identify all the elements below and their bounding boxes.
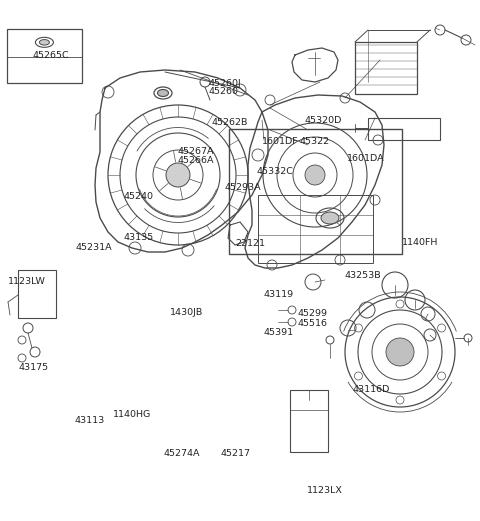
Text: 45332C: 45332C (257, 167, 294, 177)
Text: 45274A: 45274A (163, 449, 200, 458)
Text: 43113: 43113 (74, 416, 105, 426)
Text: 1123LW: 1123LW (8, 277, 46, 286)
Text: 45391: 45391 (263, 328, 293, 337)
Text: 45299: 45299 (298, 309, 327, 318)
Bar (290, 390, 328, 452)
Text: 45260: 45260 (208, 86, 238, 96)
Bar (229, 129, 402, 254)
Text: 45516: 45516 (298, 318, 327, 328)
Text: 45322: 45322 (300, 137, 330, 146)
Circle shape (305, 165, 325, 185)
Text: 45293A: 45293A (225, 183, 261, 192)
Ellipse shape (39, 40, 49, 45)
Text: 1601DF: 1601DF (262, 137, 298, 146)
Text: 43135: 43135 (124, 232, 154, 242)
Text: 43119: 43119 (263, 290, 293, 299)
Text: 1140HG: 1140HG (113, 410, 151, 419)
Text: 1123LX: 1123LX (307, 486, 343, 495)
Text: 43116D: 43116D (353, 385, 390, 394)
Text: 45267A: 45267A (178, 147, 214, 156)
Bar (258, 195, 373, 263)
Ellipse shape (157, 90, 168, 96)
Text: 45320D: 45320D (305, 116, 342, 126)
Text: 1430JB: 1430JB (170, 308, 204, 317)
Ellipse shape (321, 212, 339, 224)
Text: 45260J: 45260J (208, 79, 241, 88)
Text: 45240: 45240 (124, 192, 154, 202)
Bar (18, 270, 56, 318)
Bar (368, 118, 440, 140)
Text: 45266A: 45266A (178, 156, 214, 165)
Text: 1601DA: 1601DA (347, 154, 384, 164)
Bar (7, 29, 82, 83)
Text: 45262B: 45262B (211, 118, 248, 127)
Text: 45217: 45217 (221, 449, 251, 458)
Text: 1140FH: 1140FH (402, 238, 439, 247)
Text: 45265C: 45265C (33, 51, 69, 60)
Bar (355, 42, 417, 94)
Circle shape (166, 163, 190, 187)
Text: 43253B: 43253B (345, 270, 381, 280)
Text: 22121: 22121 (235, 239, 265, 249)
Circle shape (386, 338, 414, 366)
Text: 45231A: 45231A (76, 243, 112, 252)
Text: 43175: 43175 (18, 363, 48, 372)
